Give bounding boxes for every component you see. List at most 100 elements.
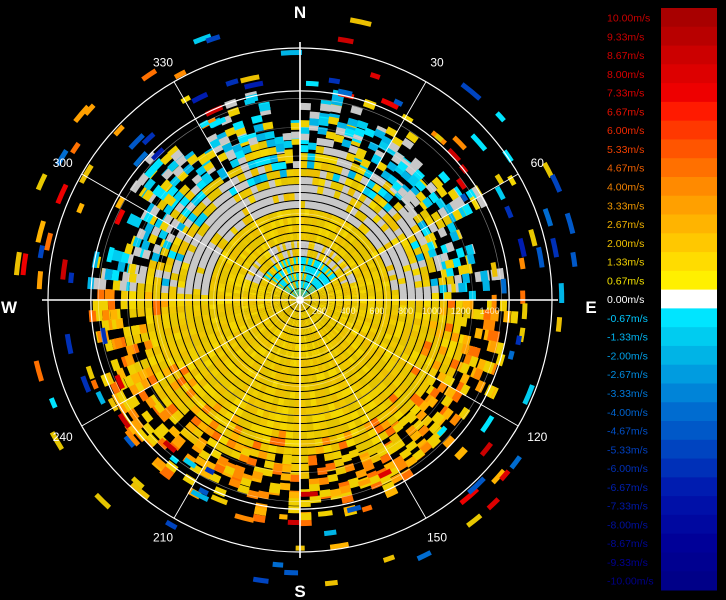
radar-gate bbox=[325, 131, 337, 140]
radar-gate bbox=[296, 303, 299, 311]
radar-gate bbox=[261, 278, 269, 284]
radar-gate bbox=[304, 265, 308, 273]
range-tick-label: 400 bbox=[341, 306, 356, 316]
radar-gate bbox=[76, 202, 85, 214]
radar-gate bbox=[233, 368, 243, 377]
radar-gate bbox=[371, 376, 382, 386]
radial-line bbox=[173, 81, 301, 301]
radar-gate bbox=[362, 461, 375, 472]
radar-gate bbox=[49, 431, 64, 451]
radar-gate bbox=[265, 332, 273, 340]
radar-gate bbox=[300, 289, 303, 297]
radar-gate bbox=[131, 417, 145, 431]
radar-gate bbox=[154, 370, 165, 382]
radar-gate bbox=[263, 427, 273, 436]
radar-gate bbox=[327, 231, 335, 240]
radar-gate bbox=[220, 366, 230, 376]
radar-gate bbox=[278, 312, 286, 319]
radar-gate bbox=[410, 157, 424, 170]
radar-gate bbox=[350, 238, 359, 247]
radar-gate bbox=[332, 207, 341, 217]
radar-gate bbox=[305, 185, 313, 193]
radar-gate bbox=[288, 399, 295, 407]
radar-gate bbox=[407, 305, 415, 313]
radar-gate bbox=[371, 237, 381, 247]
radar-gate bbox=[431, 300, 439, 308]
radar-gate bbox=[170, 346, 180, 357]
radar-gate bbox=[311, 259, 316, 267]
radar-gate bbox=[162, 320, 171, 329]
radar-gate bbox=[253, 276, 261, 283]
radar-gate bbox=[289, 233, 294, 241]
radar-gate bbox=[321, 154, 332, 164]
radar-gate bbox=[361, 226, 371, 236]
radar-gate bbox=[265, 321, 273, 328]
radar-gate bbox=[309, 306, 316, 312]
radar-gate bbox=[190, 415, 202, 427]
radar-gate bbox=[305, 273, 309, 282]
radar-gate bbox=[258, 267, 266, 275]
radar-gate bbox=[335, 433, 346, 443]
radar-gate bbox=[341, 494, 354, 504]
radar-gate bbox=[282, 374, 289, 382]
radar-gate bbox=[55, 149, 69, 166]
radar-gate bbox=[311, 302, 319, 305]
radar-gate bbox=[302, 351, 307, 359]
radar-gate bbox=[401, 113, 414, 124]
radar-gate bbox=[288, 193, 296, 201]
radar-gate bbox=[323, 221, 331, 230]
radar-gate bbox=[285, 286, 292, 292]
radar-gate bbox=[318, 306, 326, 310]
radar-gate bbox=[175, 221, 186, 232]
radar-gate bbox=[208, 116, 227, 129]
radar-gate bbox=[340, 250, 348, 258]
radar-gate bbox=[252, 415, 262, 425]
radar-gate bbox=[161, 292, 169, 300]
radar-gate bbox=[344, 413, 354, 423]
north-label: N bbox=[294, 3, 306, 22]
radar-gate bbox=[247, 337, 256, 345]
radar-gate bbox=[275, 144, 285, 153]
radar-gate bbox=[244, 97, 256, 106]
radar-gate bbox=[265, 341, 272, 350]
radar-gate bbox=[322, 187, 331, 196]
radar-gate bbox=[289, 274, 293, 282]
radar-gate bbox=[239, 477, 252, 487]
radar-gate bbox=[104, 268, 113, 281]
radar-gate bbox=[201, 299, 209, 306]
radar-gate bbox=[361, 251, 370, 259]
radar-gate bbox=[250, 252, 258, 260]
radar-gate bbox=[383, 350, 393, 359]
radar-gate bbox=[119, 280, 128, 291]
radar-gate bbox=[178, 274, 187, 282]
radar-gate bbox=[322, 279, 330, 285]
radar-gate bbox=[233, 330, 242, 338]
radar-gate bbox=[341, 379, 350, 389]
radar-gate bbox=[379, 271, 388, 279]
radar-gate bbox=[311, 294, 319, 297]
radar-gate bbox=[36, 271, 44, 290]
radar-gate bbox=[338, 398, 347, 408]
radar-gate bbox=[241, 207, 251, 217]
radar-gate bbox=[439, 300, 447, 309]
radar-gate bbox=[293, 351, 298, 359]
radar-gate bbox=[320, 162, 330, 171]
radar-gate bbox=[286, 375, 293, 383]
radar-gate bbox=[179, 323, 188, 332]
radar-gate bbox=[292, 423, 300, 431]
radar-gate bbox=[309, 118, 320, 127]
radar-gate bbox=[144, 396, 157, 409]
radar-gate bbox=[251, 230, 259, 239]
radar-gate bbox=[359, 303, 367, 308]
radar-gate bbox=[151, 147, 165, 161]
radar-gate bbox=[323, 335, 330, 343]
radar-gate bbox=[327, 360, 335, 369]
radar-gate bbox=[321, 379, 329, 388]
radar-gate bbox=[377, 232, 387, 242]
radar-gate bbox=[306, 233, 311, 241]
radar-gate bbox=[234, 312, 243, 318]
radar-gate bbox=[276, 244, 282, 253]
radar-gate bbox=[262, 224, 270, 233]
radar-gate bbox=[247, 254, 256, 263]
radar-gate bbox=[287, 407, 295, 415]
